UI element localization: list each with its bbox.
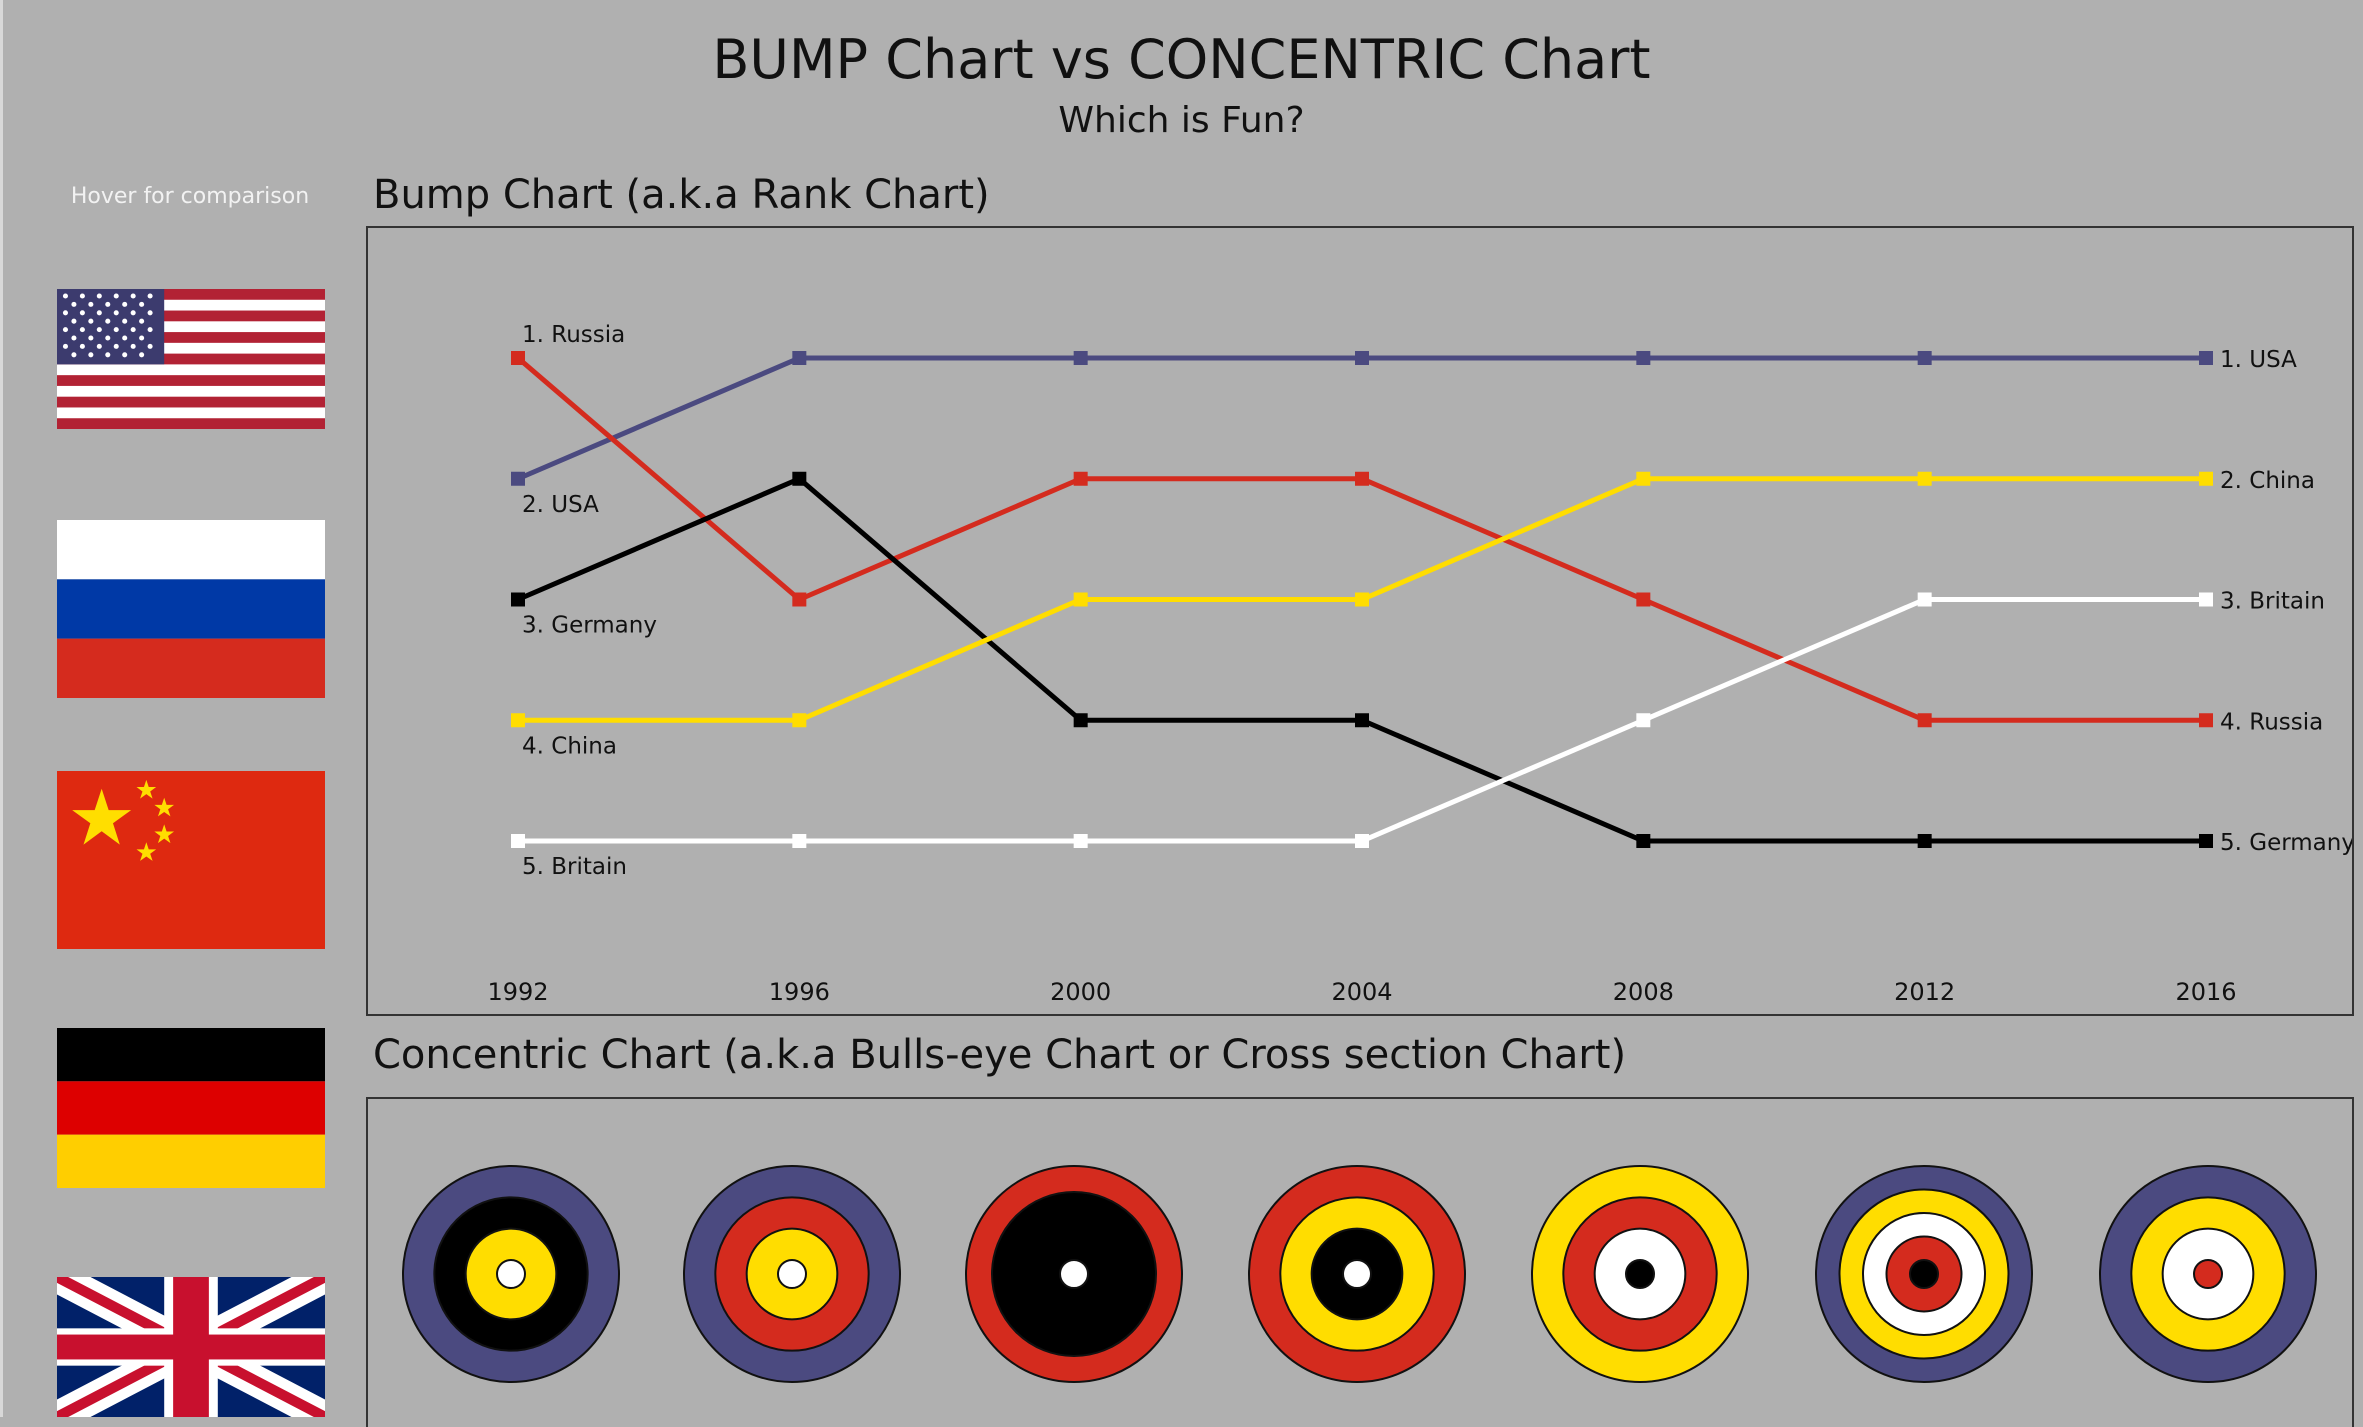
ring-britain: [1342, 1259, 1372, 1289]
start-label: 4. China: [522, 733, 617, 759]
bullseye-2000: [965, 1165, 1183, 1383]
point-russia-2012: [1917, 713, 1932, 728]
concentric-chart: [402, 1165, 2317, 1383]
point-germany-2004: [1355, 713, 1369, 728]
point-germany-2008: [1636, 834, 1651, 848]
bump-chart-title: Bump Chart (a.k.a Rank Chart): [373, 172, 990, 218]
start-label: 1. Russia: [522, 322, 625, 348]
bullseye-1996: [683, 1165, 901, 1383]
point-germany-1996: [792, 471, 807, 486]
point-usa-2008: [1636, 351, 1651, 365]
point-britain-1996: [792, 834, 807, 848]
point-china-2008: [1636, 471, 1651, 486]
china-flag-icon[interactable]: [57, 771, 325, 949]
ring-britain: [496, 1259, 526, 1289]
point-china-2016: [2199, 471, 2213, 486]
hover-hint: Hover for comparison: [70, 184, 310, 209]
start-label: 3. Germany: [522, 613, 657, 639]
point-britain-2008: [1636, 713, 1651, 728]
point-germany-1992: [511, 592, 525, 607]
end-label: 3. Britain: [2220, 589, 2325, 615]
page-title: BUMP Chart vs CONCENTRIC Chart: [712, 28, 1651, 91]
point-china-2004: [1355, 592, 1369, 607]
britain-flag-icon[interactable]: [57, 1277, 325, 1417]
point-russia-1996: [792, 592, 807, 607]
start-label: 5. Britain: [522, 854, 627, 880]
point-russia-1992: [511, 351, 525, 365]
page-subtitle: Which is Fun?: [1058, 100, 1305, 141]
x-tick-label: 2016: [2175, 978, 2236, 1006]
end-label: 5. Germany: [2220, 830, 2352, 856]
point-britain-2000: [1073, 834, 1088, 848]
x-tick-label: 2008: [1613, 978, 1674, 1006]
ring-britain: [1059, 1259, 1089, 1289]
x-tick-label: 2004: [1331, 978, 1392, 1006]
point-usa-1992: [511, 471, 525, 486]
x-tick-label: 2000: [1050, 978, 1111, 1006]
point-china-1996: [792, 713, 807, 728]
x-tick-label: 1992: [487, 978, 548, 1006]
left-edge: [0, 0, 3, 1417]
point-usa-2004: [1355, 351, 1369, 365]
bump-chart: 1. Russia 2. USA 3. Germany 4. China 5. Brit…: [487, 322, 2352, 1006]
start-label: 2. USA: [522, 492, 599, 518]
point-usa-1996: [792, 351, 807, 365]
usa-flag-icon[interactable]: [57, 289, 325, 429]
concentric-chart-frame: [366, 1097, 2354, 1427]
bullseye-2012: [1815, 1165, 2033, 1383]
end-label: 2. China: [2220, 468, 2315, 494]
point-britain-1992: [511, 834, 525, 848]
point-china-2000: [1073, 592, 1088, 607]
point-britain-2012: [1917, 592, 1932, 607]
point-russia-2008: [1636, 592, 1651, 607]
x-tick-label: 1996: [769, 978, 830, 1006]
point-russia-2016: [2199, 713, 2213, 728]
series-line-usa: [517, 355, 2206, 482]
end-label: 4. Russia: [2220, 709, 2323, 735]
point-china-1992: [511, 713, 525, 728]
point-germany-2012: [1917, 834, 1932, 848]
germany-flag-icon[interactable]: [57, 1028, 325, 1188]
point-usa-2000: [1073, 351, 1088, 365]
ring-germany: [1909, 1259, 1939, 1289]
end-label: 1. USA: [2220, 347, 2297, 373]
series-line-russia: [516, 356, 2206, 723]
point-russia-2000: [1073, 471, 1088, 486]
point-russia-2004: [1355, 471, 1369, 486]
bullseye-2016: [2099, 1165, 2317, 1383]
point-britain-2004: [1355, 834, 1369, 848]
ring-britain: [777, 1259, 807, 1289]
bump-chart-frame: 1. Russia 2. USA 3. Germany 4. China 5. Brit…: [366, 226, 2354, 1016]
bullseye-2004: [1248, 1165, 1466, 1383]
point-britain-2016: [2199, 592, 2213, 607]
bullseye-1992: [402, 1165, 620, 1383]
x-tick-label: 2012: [1894, 978, 1955, 1006]
ring-germany: [1625, 1259, 1655, 1289]
point-china-2012: [1917, 471, 1932, 486]
point-usa-2012: [1917, 351, 1932, 365]
point-usa-2016: [2199, 351, 2213, 365]
bullseye-2008: [1531, 1165, 1749, 1383]
point-germany-2000: [1073, 713, 1088, 728]
ring-russia: [2193, 1259, 2223, 1289]
point-germany-2016: [2199, 834, 2213, 848]
russia-flag-icon[interactable]: [57, 520, 325, 698]
concentric-chart-title: Concentric Chart (a.k.a Bulls-eye Chart …: [373, 1032, 1627, 1078]
series-line-germany: [517, 475, 2206, 844]
